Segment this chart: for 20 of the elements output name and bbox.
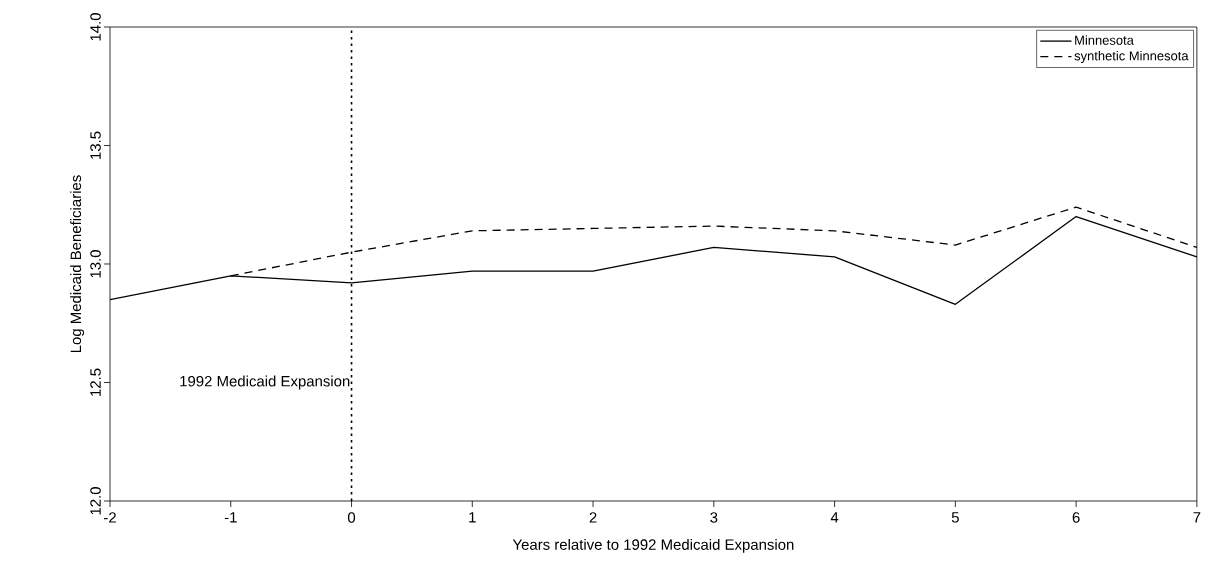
x-tick-label: -2 [104, 512, 116, 523]
y-tick-label: 12.0 [90, 487, 101, 515]
y-axis-title: Log Medicaid Beneficiaries [70, 175, 85, 353]
x-tick-label: -1 [224, 512, 237, 523]
legend-label: Minnesota [1075, 35, 1134, 45]
y-tick-label: 13.0 [90, 250, 101, 278]
y-tick-label: 13.5 [90, 131, 101, 159]
legend-label: synthetic Minnesota [1074, 50, 1189, 63]
x-tick-label: 0 [347, 512, 356, 523]
y-tick-label: 14.0 [90, 13, 101, 41]
y-tick-label: 12.5 [90, 368, 101, 396]
x-tick-label: 3 [710, 512, 718, 523]
ref-line-label: 1992 Medicaid Expansion [180, 375, 350, 390]
x-axis-title: Years relative to 1992 Medicaid Expansion [512, 538, 794, 553]
x-tick-label: 5 [951, 512, 959, 523]
x-tick-label: 6 [1072, 512, 1080, 523]
x-tick-label: 7 [1193, 512, 1201, 523]
x-tick-label: 4 [830, 512, 839, 523]
x-tick-label: 1 [469, 512, 476, 523]
x-tick-label: 2 [589, 512, 597, 523]
